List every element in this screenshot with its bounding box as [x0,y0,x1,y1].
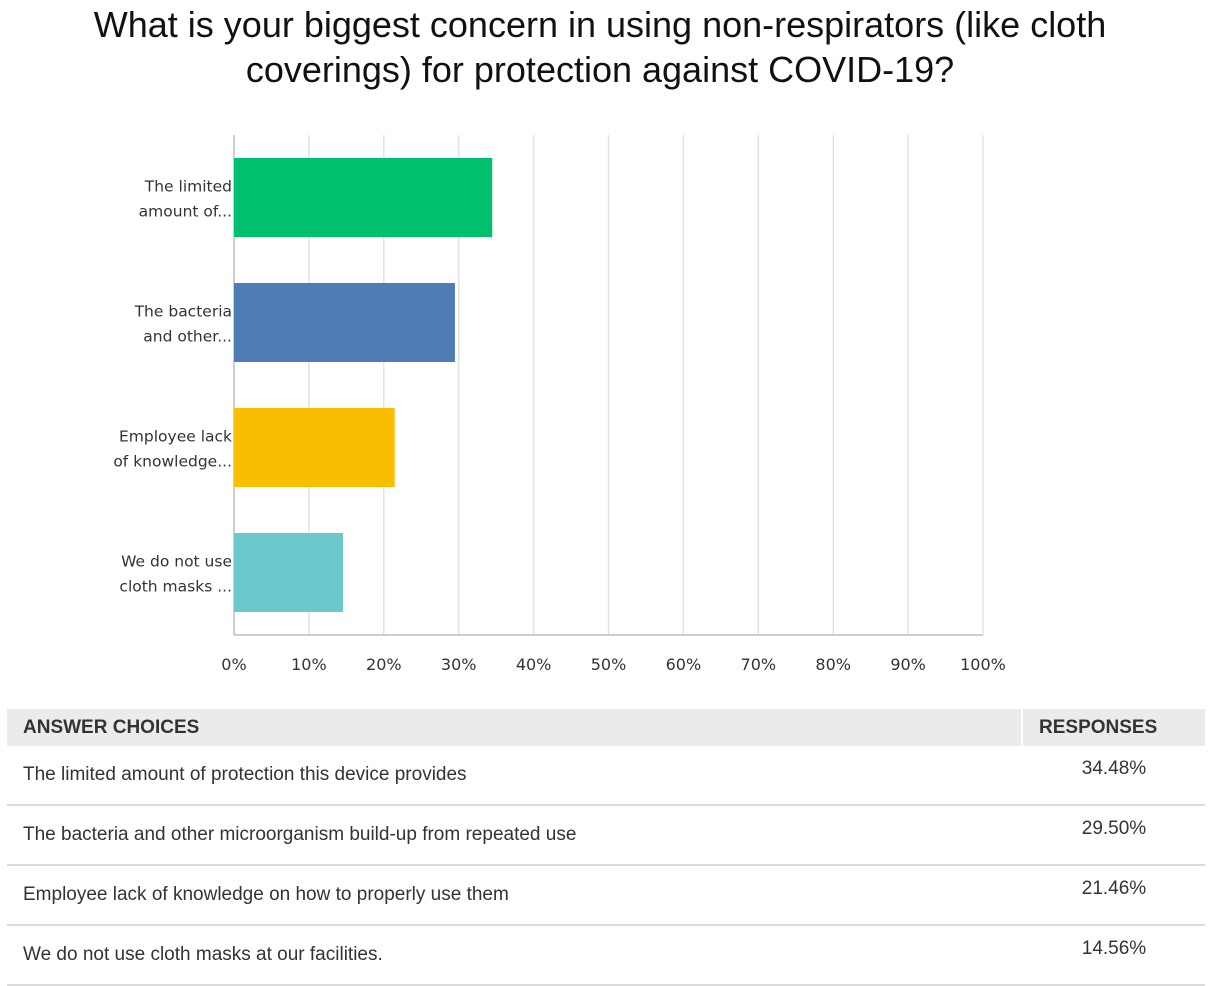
chart-title-line-1: What is your biggest concern in using no… [93,4,1107,45]
x-tick-label: 50% [591,655,627,674]
response-percent: 29.50% [1021,805,1205,866]
table-header-row: ANSWER CHOICES RESPONSES [7,709,1205,746]
bar [234,408,395,487]
answer-choice: The bacteria and other microorganism bui… [7,805,1022,866]
header-responses: RESPONSES [1022,709,1205,746]
table-row: We do not use cloth masks at our facilit… [7,925,1205,986]
x-tick-label: 20% [366,655,402,674]
responses-table: ANSWER CHOICES RESPONSES The limited amo… [7,709,1205,986]
x-tick-label: 40% [516,655,552,674]
response-percent: 14.56% [1021,925,1205,986]
answer-choice: Employee lack of knowledge on how to pro… [7,865,1022,926]
category-label: amount of... [139,203,232,221]
chart-title-line-2: coverings) for protection against COVID-… [245,49,955,90]
category-label: Employee lack [119,428,232,446]
x-tick-label: 10% [291,655,327,674]
x-tick-label: 90% [890,655,926,674]
header-answer-choices: ANSWER CHOICES [7,709,1023,746]
chart-title: What is your biggest concern in using no… [0,2,1200,92]
x-tick-label: 80% [815,655,851,674]
table-row: The bacteria and other microorganism bui… [7,805,1205,866]
x-tick-label: 0% [221,655,246,674]
x-tick-label: 70% [741,655,777,674]
category-label: The bacteria [134,303,232,321]
bar [234,283,455,362]
category-label: cloth masks ... [119,578,232,596]
category-label: We do not use [121,553,232,571]
category-label: and other... [143,328,232,346]
bar-chart: 0% 10% 20% 30% 40% 50% 60% 70% 80% 90% 100% The lim… [113,135,1006,674]
answer-choice: We do not use cloth masks at our facilit… [7,925,1022,986]
answer-choice: The limited amount of protection this de… [7,746,1022,806]
response-percent: 34.48% [1021,746,1205,806]
category-label: of knowledge... [113,453,232,471]
x-tick-label: 60% [666,655,702,674]
x-tick-label: 100% [960,655,1006,674]
category-label: The limited [144,178,232,196]
x-tick-label: 30% [441,655,477,674]
bar [234,158,493,237]
response-percent: 21.46% [1021,865,1205,926]
bar [234,533,344,612]
table-row: The limited amount of protection this de… [7,746,1205,806]
table-row: Employee lack of knowledge on how to pro… [7,865,1205,926]
